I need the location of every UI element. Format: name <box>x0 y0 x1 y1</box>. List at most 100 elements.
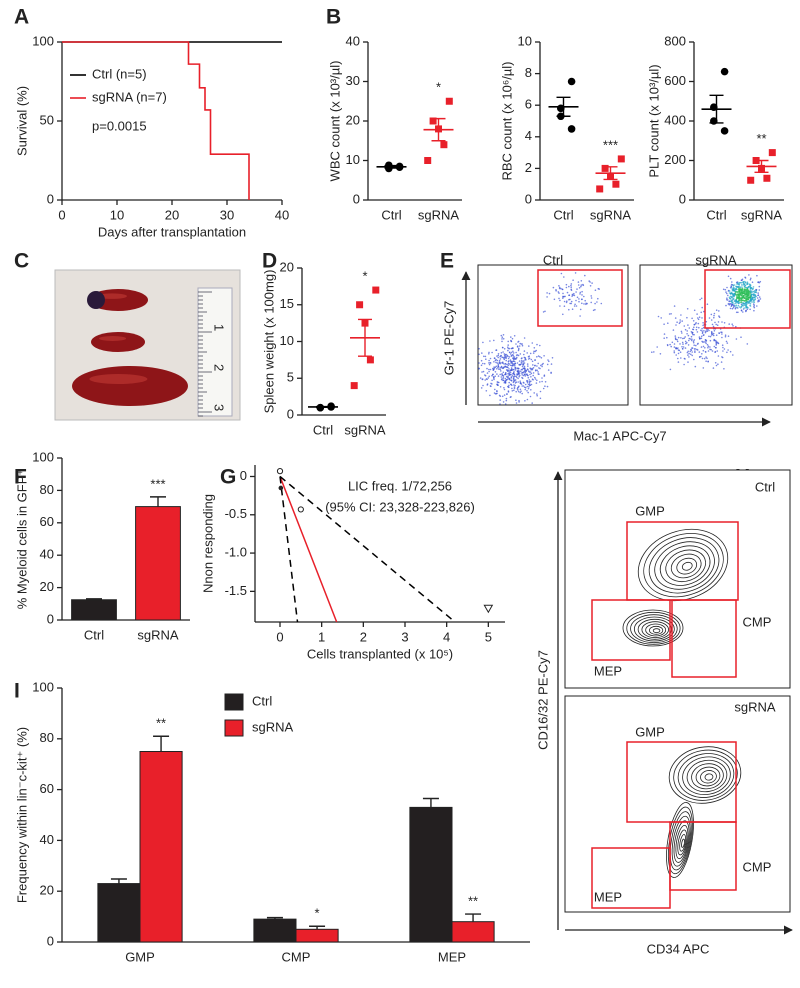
flow-event <box>728 290 731 292</box>
flow-event <box>507 344 510 346</box>
flow-event <box>527 376 530 379</box>
flow-event <box>488 359 490 362</box>
contour <box>673 820 690 863</box>
y-tick-label: -1.0 <box>225 545 247 560</box>
data-point <box>601 164 609 172</box>
flow-event <box>578 287 581 289</box>
flow-event <box>505 375 508 378</box>
flow-event <box>502 366 505 369</box>
flow-event <box>547 359 549 361</box>
flow-event <box>523 367 526 369</box>
x-tick-label: sgRNA <box>137 627 179 642</box>
flow-event <box>496 362 499 364</box>
flow-event <box>684 347 687 349</box>
flow-event <box>589 281 591 283</box>
flow-event <box>568 298 570 301</box>
flow-event <box>513 369 515 371</box>
fit-line <box>279 476 338 623</box>
flow-event <box>702 326 705 329</box>
flow-event <box>704 331 707 334</box>
flow-event <box>684 336 686 338</box>
flow-event <box>481 371 483 373</box>
flow-event <box>507 340 510 343</box>
flow-event <box>677 349 680 351</box>
flow-event <box>504 353 507 356</box>
flow-event <box>758 289 761 291</box>
flow-event <box>703 330 705 332</box>
flow-event <box>698 336 701 338</box>
flow-event <box>480 387 483 389</box>
gate-label: MEP <box>594 889 622 904</box>
flow-event <box>736 297 739 299</box>
flow-event <box>692 333 694 336</box>
flow-event <box>702 349 705 352</box>
flow-event <box>730 305 733 308</box>
flow-event <box>741 279 743 282</box>
flow-event <box>555 290 557 292</box>
gate <box>704 269 791 329</box>
flow-event <box>743 280 745 283</box>
flow-event <box>501 346 504 349</box>
flow-event <box>500 365 503 368</box>
flow-event <box>533 350 535 353</box>
flow-event <box>752 286 755 288</box>
flow-event <box>503 356 506 359</box>
flow-event <box>688 339 690 342</box>
error-bar <box>422 797 439 808</box>
flow-event <box>728 323 730 325</box>
error-bar <box>150 496 166 507</box>
ruler-label: 2 <box>212 364 227 371</box>
contour <box>637 528 729 602</box>
flow-event <box>513 356 516 358</box>
flow-event <box>732 325 734 327</box>
flow-event <box>514 367 516 369</box>
y-tick-label: -0.5 <box>225 506 247 521</box>
flow-event <box>540 357 543 359</box>
flow-event <box>511 364 513 367</box>
contour <box>681 838 685 848</box>
flow-event <box>692 341 695 344</box>
y-tick-label: 100 <box>32 449 54 464</box>
flow-event <box>559 305 561 307</box>
gate <box>591 599 671 661</box>
flow-event <box>502 351 504 353</box>
flow-event <box>717 321 720 323</box>
flow-event <box>737 304 740 307</box>
flow-event <box>512 378 515 381</box>
flow-event <box>711 323 714 326</box>
flow-event <box>736 290 738 293</box>
flow-event <box>504 382 507 384</box>
flow-event <box>480 364 483 367</box>
flow-event <box>744 276 746 279</box>
flow-event <box>509 353 512 355</box>
flow-event <box>502 334 505 336</box>
flow-event <box>522 374 525 377</box>
flow-event <box>579 293 581 295</box>
y-tick-label: 100 <box>32 679 54 694</box>
ruler-label: 1 <box>212 324 227 331</box>
flow-event <box>528 384 531 387</box>
flow-event <box>560 287 562 290</box>
flow-event <box>703 357 706 360</box>
flow-event <box>478 353 480 356</box>
panel-label: C <box>14 250 29 273</box>
sem-bar <box>754 159 769 174</box>
flow-event <box>488 370 490 373</box>
flow-event <box>507 364 510 367</box>
flow-event <box>518 401 520 403</box>
flow-event <box>702 367 705 369</box>
flow-event <box>749 308 751 311</box>
flow-event <box>727 349 729 351</box>
y-tick-label: 20 <box>280 259 294 274</box>
y-tick-label: 10 <box>280 333 294 348</box>
flow-event <box>683 363 685 366</box>
flow-event <box>515 399 517 402</box>
flow-event <box>735 291 737 293</box>
annotation: LIC freq. 1/72,256 <box>348 478 452 493</box>
flow-event <box>513 389 515 392</box>
sem-bar <box>603 166 618 181</box>
flow-event <box>752 287 754 290</box>
flow-event <box>508 356 511 358</box>
flow-event <box>533 392 535 394</box>
flow-event <box>502 377 504 380</box>
